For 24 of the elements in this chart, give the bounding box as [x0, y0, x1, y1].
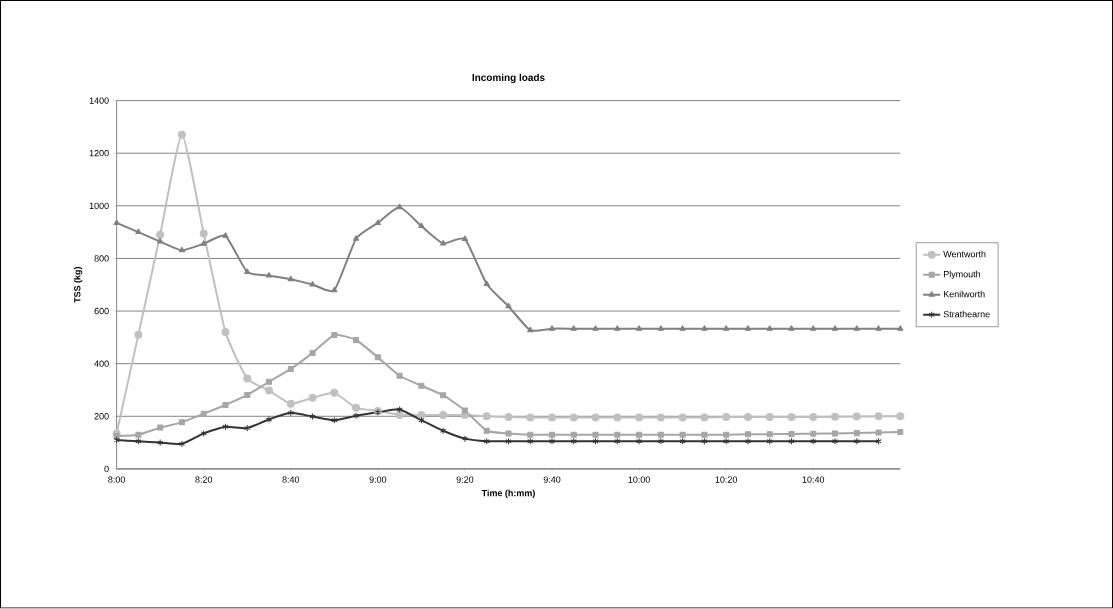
y-axis-title: TSS (kg) — [73, 267, 83, 304]
x-tick-label: 9:40 — [543, 476, 561, 484]
x-tick-label: 8:20 — [195, 476, 213, 484]
x-tick-label: 9:20 — [456, 476, 474, 484]
legend-label: Wentworth — [943, 250, 986, 258]
y-tick-label: 1000 — [89, 202, 109, 210]
legend-label: Kenilworth — [943, 290, 985, 298]
x-tick-label: 10:20 — [715, 476, 738, 484]
y-tick-label: 1200 — [89, 150, 109, 157]
x-tick-label: 10:00 — [628, 476, 650, 484]
x-tick-label: 8:00 — [108, 476, 125, 484]
x-tick-label: 8:40 — [282, 476, 300, 484]
y-tick-label: 200 — [94, 413, 109, 420]
y-tick-label: 0 — [104, 465, 109, 473]
chart-title: Incoming loads — [472, 73, 545, 84]
x-tick-label: 10:40 — [802, 476, 825, 484]
y-tick-label: 400 — [94, 360, 109, 368]
legend-label: Strathearne — [943, 310, 990, 318]
x-tick-label: 9:00 — [369, 476, 387, 484]
y-tick-label: 800 — [94, 255, 109, 262]
legend-label: Plymouth — [943, 270, 981, 280]
x-axis-title: Time (h:mm) — [481, 489, 535, 499]
y-tick-label: 1400 — [89, 97, 109, 104]
y-tick-label: 600 — [94, 308, 109, 315]
